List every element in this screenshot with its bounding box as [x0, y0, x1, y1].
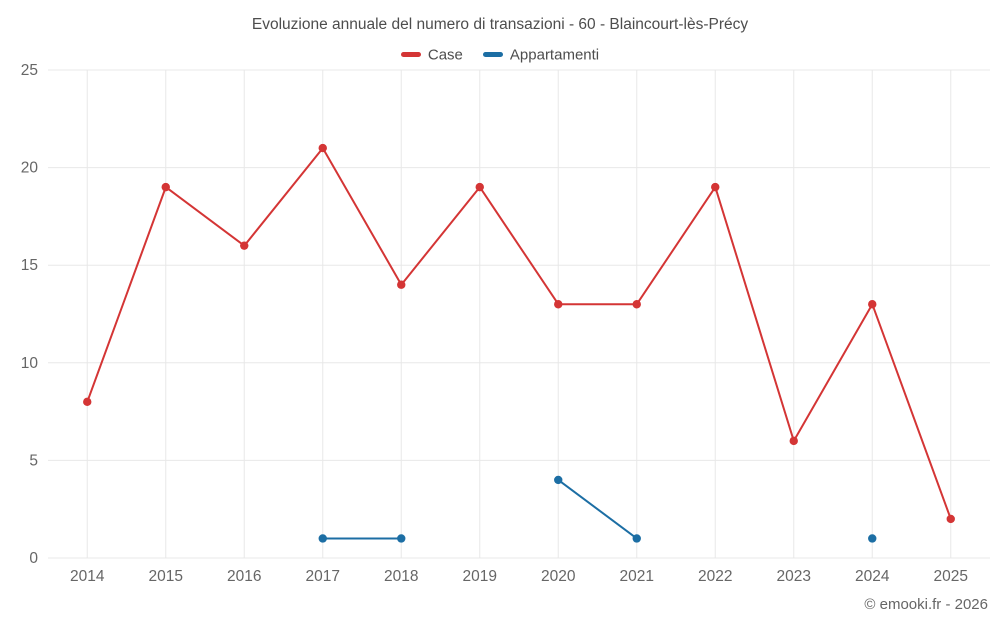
data-point-case: [946, 514, 955, 524]
series-line-appartamenti: [323, 480, 873, 539]
series-line-case: [86, 147, 952, 520]
x-axis-tick-label: 2020: [541, 568, 576, 585]
legend-swatch-case: [400, 51, 421, 57]
x-axis-tick-label: 2014: [70, 568, 105, 585]
x-axis-tick-label: 2019: [463, 568, 497, 585]
y-axis-tick-label: 15: [21, 257, 38, 274]
data-point-appartamenti: [632, 534, 641, 543]
x-axis-tick-label: 2015: [149, 568, 183, 585]
legend-item-case[interactable]: Case: [400, 46, 463, 64]
data-point-case: [397, 280, 406, 289]
data-point-case: [711, 182, 720, 192]
data-point-case: [161, 182, 170, 192]
data-point-case: [789, 436, 798, 446]
data-point-case: [475, 182, 484, 192]
credit-text[interactable]: © emooki.fr - 2026: [864, 596, 988, 613]
data-point-appartamenti: [318, 534, 327, 543]
data-point-case: [318, 143, 327, 153]
x-axis-tick-label: 2016: [227, 568, 261, 585]
x-axis-tick-label: 2017: [306, 568, 340, 585]
data-point-appartamenti: [397, 534, 406, 543]
y-axis-tick-label: 20: [21, 160, 39, 177]
data-point-case: [632, 300, 641, 309]
data-point-appartamenti: [554, 475, 563, 485]
legend-swatch-appartamenti: [482, 51, 503, 57]
x-axis-tick-label: 2022: [698, 568, 732, 585]
data-point-appartamenti: [868, 534, 877, 543]
data-point-case: [240, 241, 249, 250]
x-axis-tick-label: 2024: [855, 568, 890, 585]
x-axis-tick-label: 2021: [620, 568, 654, 585]
data-point-case: [868, 300, 877, 309]
x-axis-tick-label: 2023: [777, 568, 811, 585]
legend-item-appartamenti[interactable]: Appartamenti: [482, 46, 600, 64]
x-axis-tick-label: 2018: [384, 568, 418, 585]
y-axis-tick-label: 5: [29, 452, 38, 469]
data-point-case: [83, 397, 92, 407]
y-axis-tick-label: 10: [21, 355, 39, 372]
chart-legend: Case Appartamenti: [0, 46, 1000, 64]
chart-title: Evoluzione annuale del numero di transaz…: [251, 16, 749, 33]
y-axis-tick-label: 0: [29, 550, 38, 567]
legend-label: Appartamenti: [509, 46, 600, 64]
x-axis-tick-label: 2025: [934, 568, 968, 585]
y-axis-tick-label: 25: [21, 62, 38, 79]
legend-label: Case: [427, 46, 463, 64]
data-point-case: [554, 300, 563, 309]
